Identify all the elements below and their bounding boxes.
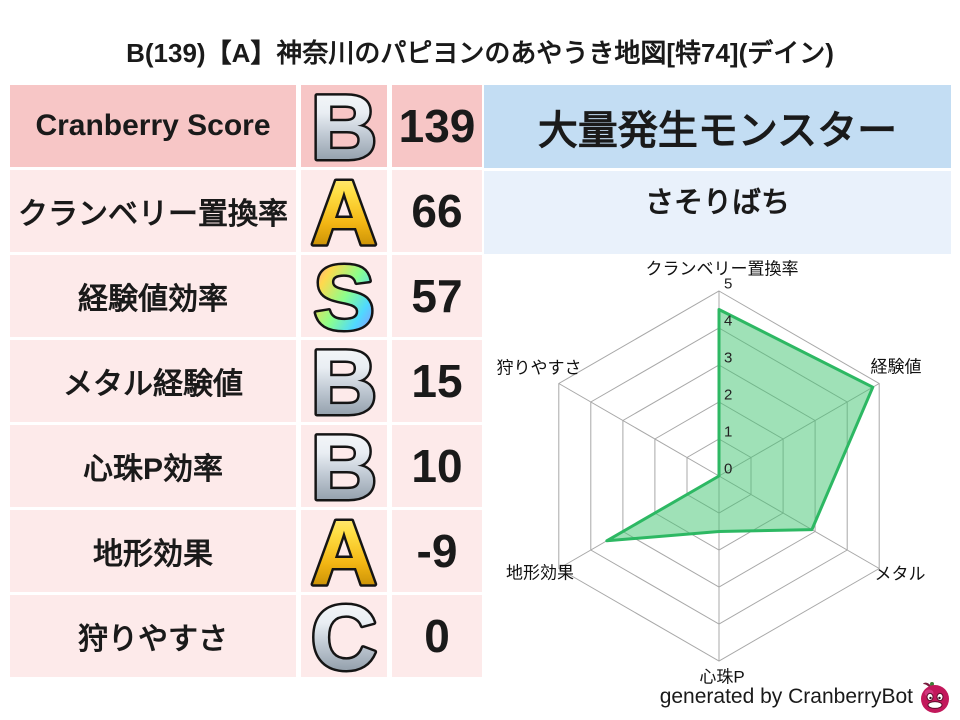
- grade-badge: A: [301, 500, 387, 607]
- grade-badge: A: [301, 160, 387, 267]
- radar-axis-label: 狩りやすさ: [497, 359, 582, 378]
- stat-value: 57: [392, 255, 482, 337]
- grade-badge: C: [301, 585, 387, 692]
- table-row: クランベリー置換率 A 66: [10, 160, 482, 267]
- stat-label: クランベリー置換率: [10, 170, 296, 252]
- stat-value: -9: [392, 510, 482, 592]
- stat-label: メタル経験値: [10, 340, 296, 422]
- radar-tick-label: 1: [724, 424, 732, 441]
- grade-letter: S: [313, 247, 374, 349]
- monster-name: さそりばち: [484, 171, 951, 254]
- stat-value: 139: [392, 85, 482, 167]
- grade-letter: C: [311, 587, 377, 689]
- table-row: 経験値効率 S 57: [10, 245, 482, 352]
- radar-axis-label: 地形効果: [506, 564, 574, 583]
- radar-tick-label: 5: [724, 276, 732, 293]
- radar-axis-spoke: [558, 383, 720, 477]
- table-row: 地形効果 A -9: [10, 500, 482, 607]
- table-row: Cranberry Score B 139: [10, 75, 482, 182]
- page-title: B(139)【A】神奈川のパピヨンのあやうき地図[特74](デイン): [126, 38, 834, 68]
- footer: generated by CranberryBot: [660, 680, 952, 714]
- grade-letter: B: [311, 77, 377, 179]
- table-row: メタル経験値 B 15: [10, 330, 482, 437]
- radar-tick-label: 0: [724, 461, 732, 478]
- cranberry-face-icon: [921, 682, 949, 713]
- credit-text: generated by CranberryBot: [659, 685, 913, 708]
- grade-letter: A: [311, 502, 377, 604]
- stats-table: Cranberry Score B 139 クランベリー置換率 A 66 経験値効率 S 57 メ…: [10, 75, 482, 692]
- radar-tick-label: 3: [724, 350, 732, 367]
- stat-value: 10: [392, 425, 482, 507]
- radar-axis-label: 心珠P: [699, 668, 744, 687]
- radar-data-polygon: [605, 308, 875, 543]
- table-row: 狩りやすさ C 0: [10, 585, 482, 692]
- stat-label: 狩りやすさ: [10, 595, 296, 677]
- grade-letter: A: [311, 162, 377, 264]
- grade-badge: B: [301, 75, 387, 182]
- grade-letter: B: [311, 332, 377, 434]
- stat-value: 66: [392, 170, 482, 252]
- stat-value: 0: [392, 595, 482, 677]
- radar-tick-label: 4: [724, 313, 732, 330]
- radar-tick-label: 2: [724, 387, 732, 404]
- stat-label: 地形効果: [10, 510, 296, 592]
- stat-label: Cranberry Score: [10, 85, 296, 167]
- radar-axis-label: 経験値: [871, 358, 922, 377]
- radar-axis-label: クランベリー置換率: [646, 260, 799, 279]
- stat-label: 経験値効率: [10, 255, 296, 337]
- grade-badge: B: [301, 330, 387, 437]
- stat-label: 心珠P効率: [10, 425, 296, 507]
- grade-letter: B: [311, 417, 377, 519]
- grade-badge: B: [301, 415, 387, 522]
- table-row: 心珠P効率 B 10: [10, 415, 482, 522]
- radar-axis-label: メタル: [875, 565, 926, 584]
- stat-value: 15: [392, 340, 482, 422]
- monster-panel-header: 大量発生モンスター: [484, 85, 951, 168]
- grade-badge: S: [301, 245, 387, 352]
